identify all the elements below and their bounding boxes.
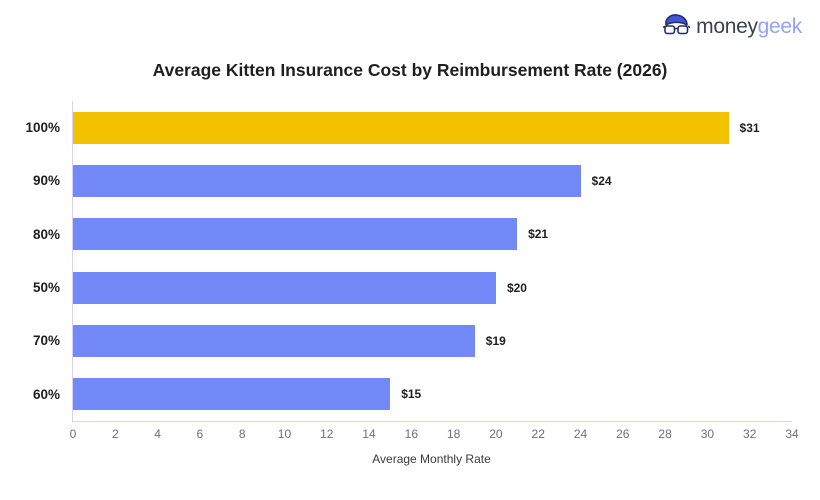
x-axis-tick-label: 0 [69, 427, 77, 441]
bar-50% [73, 271, 496, 304]
y-axis-category-label: 60% [32, 386, 60, 402]
bar-row: 100% $31 [25, 101, 792, 154]
x-axis-tick-label: 30 [700, 427, 715, 441]
bar-row: 60% $15 [33, 368, 792, 421]
bar-60% [73, 378, 391, 411]
logo-wordmark: moneygeek [696, 16, 802, 37]
x-axis-tick-label: 14 [362, 427, 376, 441]
moneygeek-logo: moneygeek [662, 13, 802, 39]
chart-title: Average Kitten Insurance Cost by Reimbur… [152, 60, 668, 80]
bar-80% [73, 218, 518, 251]
logo-text-geek: geek [757, 14, 803, 38]
x-axis-tick-label: 26 [616, 427, 630, 441]
x-axis-tick-label: 32 [743, 427, 757, 441]
x-axis-ticks: 0 2 4 6 8 10 12 14 16 18 20 22 24 26 28 30 32 34 [69, 421, 799, 441]
x-axis-tick-label: 16 [404, 427, 419, 441]
y-axis-category-label: 100% [25, 120, 60, 136]
bar-100% [73, 111, 729, 144]
bar-row: 50% $20 [33, 261, 792, 314]
bar-row: 70% $19 [33, 314, 792, 367]
x-axis-tick-label: 34 [785, 427, 799, 441]
bar-value-label: $20 [506, 280, 527, 295]
x-axis-tick-label: 2 [111, 427, 119, 441]
x-axis-tick-label: 12 [320, 427, 334, 441]
bar-value-label: $21 [528, 227, 549, 242]
y-axis-category-label: 80% [32, 226, 60, 242]
logo-text-money: money [696, 14, 758, 38]
x-axis-tick-label: 28 [658, 427, 672, 441]
x-axis-tick-label: 24 [573, 427, 588, 441]
bar-value-label: $24 [591, 173, 612, 188]
bar-90% [73, 164, 581, 197]
bar-rows: 100% $31 90% $24 80% $21 50% $20 70% $19 60% $15 [25, 101, 792, 421]
x-axis-tick-label: 20 [489, 427, 503, 441]
bar-value-label: $15 [401, 387, 422, 402]
y-axis-category-label: 70% [32, 333, 60, 349]
bar-chart-plot: 100% $31 90% $24 80% $21 50% $20 70% $19 60% $15 0 2… [25, 101, 799, 441]
x-axis-tick-label: 18 [446, 427, 461, 441]
bar-row: 80% $21 [33, 208, 792, 261]
y-axis-category-label: 50% [32, 280, 60, 296]
x-axis-tick-label: 6 [196, 427, 204, 441]
x-axis-tick-label: 4 [154, 427, 161, 441]
x-axis-label: Average Monthly Rate [372, 452, 491, 466]
x-axis-tick-label: 22 [531, 427, 545, 441]
moneygeek-geek-face-icon [662, 14, 691, 35]
y-axis-category-label: 90% [32, 173, 60, 189]
bar-value-label: $31 [739, 120, 760, 135]
bar-row: 90% $24 [33, 154, 792, 207]
bar-value-label: $19 [485, 333, 506, 348]
x-axis-tick-label: 10 [277, 427, 292, 441]
x-axis-tick-label: 8 [238, 427, 246, 441]
bar-70% [73, 324, 475, 357]
